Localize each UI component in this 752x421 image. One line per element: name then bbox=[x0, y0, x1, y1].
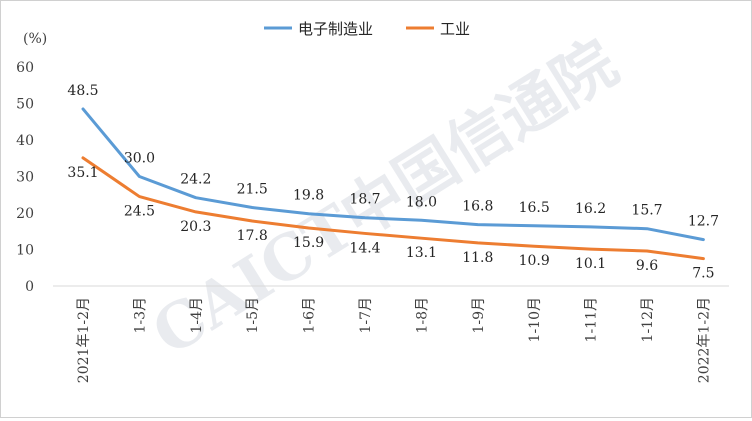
series-line bbox=[81, 107, 705, 242]
data-label: 18.7 bbox=[349, 192, 380, 208]
data-label: 10.9 bbox=[519, 253, 550, 269]
x-tick-label: 1-6月 bbox=[302, 297, 318, 334]
x-tick-label: 2021年1-2月 bbox=[76, 297, 92, 383]
y-tick-label: 60 bbox=[16, 60, 34, 76]
y-tick-label: 30 bbox=[16, 170, 34, 186]
data-label: 9.6 bbox=[636, 258, 658, 274]
y-axis: 0 10 20 30 40 50 60 bbox=[16, 60, 34, 295]
series-group bbox=[81, 107, 705, 261]
x-tick-label: 1-4月 bbox=[189, 297, 205, 334]
y-tick-label: 10 bbox=[16, 243, 34, 259]
data-label: 13.1 bbox=[406, 245, 437, 261]
x-tick-label: 2022年1-2月 bbox=[696, 297, 712, 383]
legend: 电子制造业 工业 bbox=[264, 20, 470, 38]
data-label: 16.8 bbox=[462, 199, 493, 215]
data-label: 11.8 bbox=[462, 250, 493, 266]
x-axis: 2021年1-2月 1-3月 1-4月 1-5月 1-6月 1-7月 1-8月 1-9月 1-1… bbox=[53, 285, 729, 383]
data-label: 10.1 bbox=[575, 256, 606, 272]
x-tick-label: 1-12月 bbox=[640, 297, 656, 342]
data-label: 12.7 bbox=[688, 214, 719, 230]
data-labels: 48.5 30.0 24.2 21.5 19.8 18.7 18.0 16.8 16.5 16.2… bbox=[67, 83, 719, 282]
data-label: 7.5 bbox=[692, 266, 714, 282]
data-label: 16.5 bbox=[519, 200, 550, 216]
x-tick-label: 1-7月 bbox=[358, 297, 374, 334]
data-label: 17.8 bbox=[237, 228, 268, 244]
y-tick-label: 0 bbox=[25, 279, 34, 295]
x-tick-label: 1-9月 bbox=[471, 297, 487, 334]
data-label: 20.3 bbox=[180, 219, 211, 235]
data-label: 35.1 bbox=[67, 165, 98, 181]
data-label: 18.0 bbox=[406, 194, 437, 210]
y-tick-label: 50 bbox=[16, 97, 34, 113]
data-label: 19.8 bbox=[293, 188, 324, 204]
y-tick-label: 20 bbox=[16, 206, 34, 222]
x-tick-label: 1-11月 bbox=[584, 297, 600, 342]
x-tick-label: 1-8月 bbox=[414, 297, 430, 334]
svg-text:CAICT中国信通院: CAICT中国信通院 bbox=[140, 26, 630, 370]
x-tick-label: 1-10月 bbox=[527, 297, 543, 342]
watermark-logo: CAICT中国信通院 bbox=[140, 26, 630, 370]
legend-label: 电子制造业 bbox=[298, 20, 373, 38]
data-label: 14.4 bbox=[349, 240, 380, 256]
data-label: 24.5 bbox=[124, 204, 155, 220]
x-tick-label: 1-3月 bbox=[132, 297, 148, 334]
data-label: 24.2 bbox=[180, 172, 211, 188]
data-label: 15.9 bbox=[293, 235, 324, 251]
x-tick-label: 1-5月 bbox=[245, 297, 261, 334]
y-tick-label: 40 bbox=[16, 133, 34, 149]
data-label: 48.5 bbox=[67, 83, 98, 99]
data-label: 30.0 bbox=[124, 151, 155, 167]
y-axis-label: (%) bbox=[23, 31, 47, 47]
data-label: 16.2 bbox=[575, 201, 606, 217]
series-line bbox=[81, 156, 705, 261]
data-label: 15.7 bbox=[631, 203, 662, 219]
data-label: 21.5 bbox=[237, 182, 268, 198]
legend-label: 工业 bbox=[440, 20, 470, 38]
